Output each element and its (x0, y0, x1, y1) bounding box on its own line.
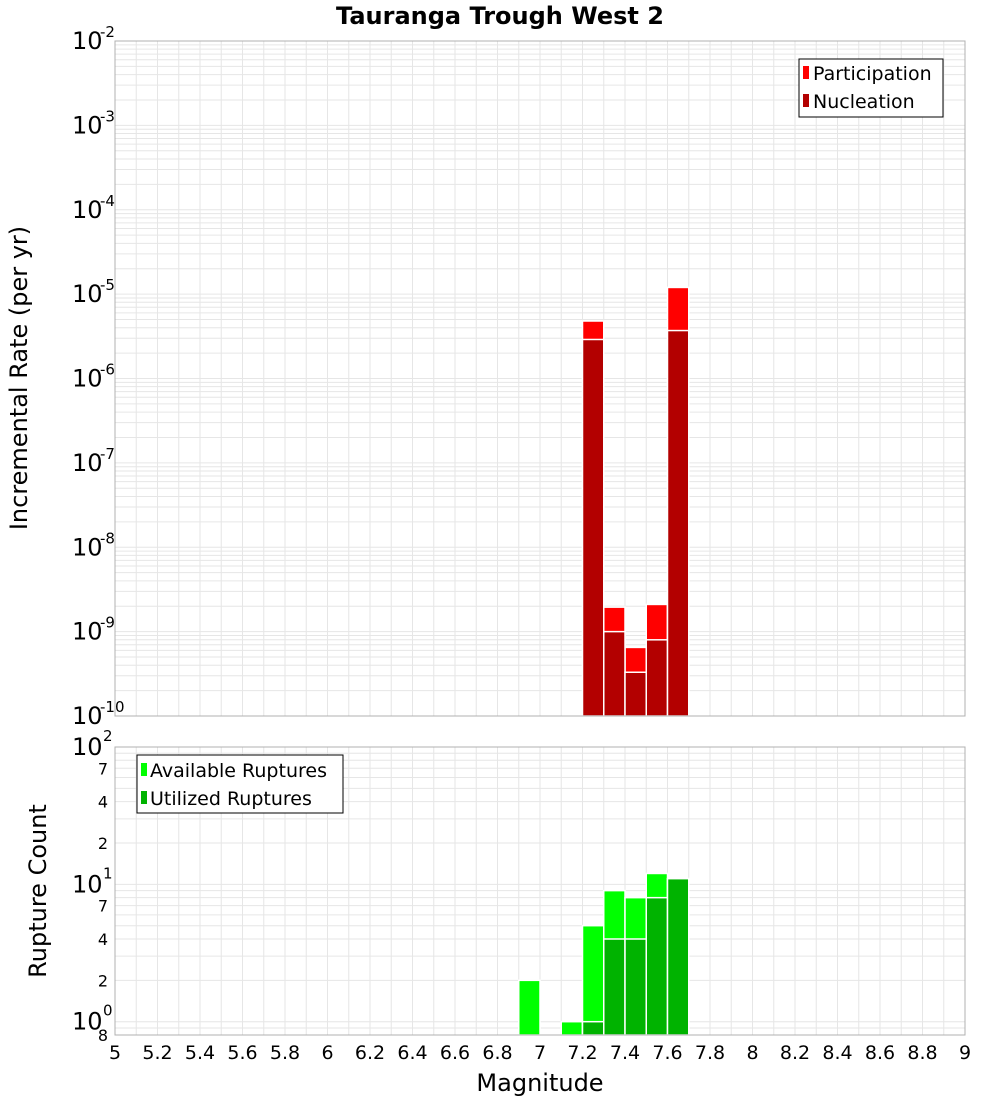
x-ticks: 5 5.2 5.4 5.6 5.8 6 6.2 6.4 6.6 6.8 7 7.2 7.4 7.6 7.8 8… (109, 1042, 971, 1064)
top-bar-nucleation-7-25 (583, 339, 604, 716)
top-y-tick-label: 10 (72, 365, 103, 393)
x-tick-label: 7.8 (695, 1042, 725, 1064)
x-tick-label: 5 (109, 1042, 121, 1064)
legend-swatch-participation (803, 66, 809, 79)
x-tick-label: 6 (321, 1042, 333, 1064)
bottom-y-minor-tick-label: 4 (98, 793, 108, 812)
top-y-tick-exponent: -10 (100, 698, 125, 716)
chart-title: Tauranga Trough West 2 (336, 2, 664, 30)
legend-label-available-ruptures: Available Ruptures (150, 760, 327, 782)
top-grid (115, 41, 965, 716)
top-y-tick-exponent: -6 (100, 361, 115, 379)
top-y-tick-exponent: -5 (100, 276, 115, 294)
x-tick-label: 5.2 (142, 1042, 172, 1064)
top-legend: Participation Nucleation (799, 59, 943, 117)
x-tick-label: 8.2 (780, 1042, 810, 1064)
x-tick-label: 7.4 (610, 1042, 640, 1064)
bottom-y-tick-exponent: 2 (103, 727, 113, 745)
top-y-tick-label: 10 (72, 27, 103, 55)
top-bar-nucleation-7-55 (646, 640, 667, 716)
bottom-y-minor-tick-label: 8 (98, 1026, 108, 1045)
x-tick-label: 6.4 (397, 1042, 427, 1064)
top-y-tick-label: 10 (72, 280, 103, 308)
bottom-y-tick-exponent: 0 (103, 1002, 113, 1020)
bottom-y-minor-tick-label: 4 (98, 930, 108, 949)
top-y-tick-label: 10 (72, 618, 103, 646)
legend-swatch-utilized-ruptures (141, 791, 147, 804)
bottom-bar-utilized-ruptures-7-55 (646, 898, 667, 1035)
bottom-y-tick-label: 10 (72, 870, 103, 898)
x-tick-label: 7.2 (567, 1042, 597, 1064)
x-axis-label: Magnitude (476, 1069, 603, 1097)
top-y-axis-label: Incremental Rate (per yr) (5, 226, 33, 530)
legend-swatch-available-ruptures (141, 763, 147, 776)
top-y-tick-label: 10 (72, 449, 103, 477)
legend-label-utilized-ruptures: Utilized Ruptures (150, 788, 312, 810)
x-tick-label: 5.6 (227, 1042, 257, 1064)
incremental-rate-panel: 10-210-310-410-510-610-710-810-910-10 In… (5, 23, 965, 730)
top-y-tick-label: 10 (72, 196, 103, 224)
top-y-tick-exponent: -8 (100, 529, 115, 547)
x-tick-label: 5.4 (185, 1042, 215, 1064)
bottom-bar-available-ruptures-6-95 (519, 980, 540, 1035)
x-tick-label: 8 (746, 1042, 758, 1064)
x-tick-label: 7.6 (652, 1042, 682, 1064)
magnitude-distribution-chart: Tauranga Trough West 2 10-210-310-410-51… (0, 0, 1000, 1100)
top-y-tick-label: 10 (72, 702, 103, 730)
bottom-bar-utilized-ruptures-7-45 (625, 939, 646, 1035)
top-y-tick-exponent: -4 (100, 192, 115, 210)
bottom-bar-utilized-ruptures-7-65 (668, 879, 689, 1035)
x-tick-label: 5.8 (270, 1042, 300, 1064)
top-bar-nucleation-7-45 (625, 672, 646, 716)
top-y-tick-exponent: -9 (100, 614, 115, 632)
bottom-bar-utilized-ruptures-7-35 (604, 939, 625, 1035)
top-y-tick-exponent: -2 (100, 23, 115, 41)
top-bar-nucleation-7-65 (668, 331, 689, 716)
bottom-y-minor-tick-label: 7 (98, 759, 108, 778)
x-tick-label: 6.6 (440, 1042, 470, 1064)
x-tick-label: 8.8 (907, 1042, 937, 1064)
bottom-y-tick-label: 10 (72, 733, 103, 761)
bottom-bar-available-ruptures-7-15 (561, 1022, 582, 1035)
bottom-y-tick-exponent: 1 (103, 864, 113, 882)
x-tick-label: 6.2 (355, 1042, 385, 1064)
x-tick-label: 8.6 (865, 1042, 895, 1064)
top-bar-nucleation-7-35 (604, 632, 625, 716)
bottom-y-minor-tick-label: 2 (98, 834, 108, 853)
x-tick-label: 8.4 (822, 1042, 852, 1064)
bottom-legend: Available Ruptures Utilized Ruptures (137, 755, 343, 813)
bottom-bar-available-ruptures-7-25 (583, 926, 604, 1035)
bottom-y-minor-tick-label: 7 (98, 897, 108, 916)
x-tick-label: 9 (959, 1042, 971, 1064)
top-y-tick-label: 10 (72, 533, 103, 561)
bottom-bar-utilized-ruptures-7-25 (583, 1022, 604, 1035)
bottom-y-axis-label: Rupture Count (24, 804, 52, 978)
legend-swatch-nucleation (803, 94, 809, 107)
top-y-tick-exponent: -3 (100, 107, 115, 125)
legend-label-participation: Participation (813, 63, 932, 85)
x-tick-label: 7 (534, 1042, 546, 1064)
top-y-tick-exponent: -7 (100, 445, 115, 463)
top-y-tick-label: 10 (72, 111, 103, 139)
bottom-y-minor-tick-label: 2 (98, 971, 108, 990)
x-tick-label: 6.8 (482, 1042, 512, 1064)
legend-label-nucleation: Nucleation (813, 91, 915, 113)
